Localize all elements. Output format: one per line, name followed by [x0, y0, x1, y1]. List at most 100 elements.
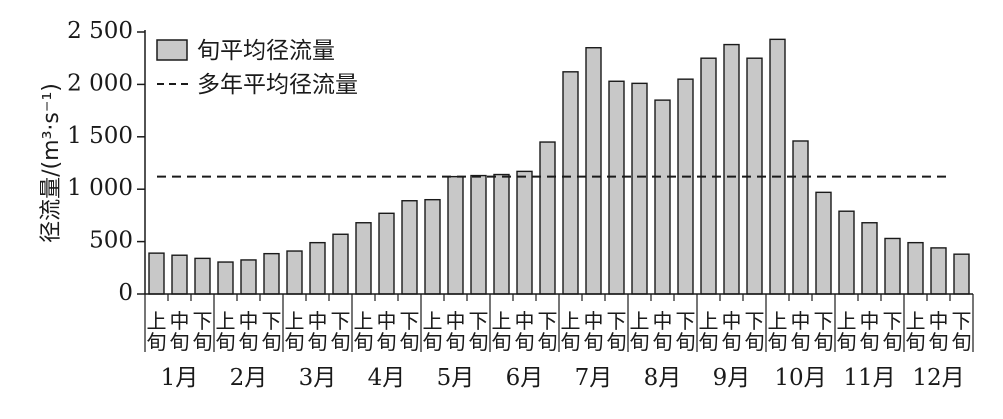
- bar-11: [378, 212, 395, 295]
- legend-bar-label: 旬平均径流量: [197, 38, 335, 64]
- dekad-label-top: 下: [607, 309, 627, 333]
- dekad-label-top: 中: [653, 309, 673, 333]
- dekad-label-bottom: 旬: [262, 330, 282, 354]
- dekad-label-bottom: 旬: [492, 330, 512, 354]
- bar-2: [171, 254, 188, 295]
- y-tick-label: 1 000: [67, 175, 133, 201]
- dekad-label-bottom: 旬: [515, 330, 535, 354]
- bar-1: [148, 252, 165, 295]
- legend: 旬平均径流量 多年平均径流量: [156, 38, 358, 98]
- y-tick-label: 2 000: [67, 70, 133, 96]
- bar-6: [263, 252, 280, 295]
- bar-13: [424, 198, 441, 295]
- legend-line-label: 多年平均径流量: [197, 72, 358, 98]
- dekad-label-top: 下: [883, 309, 903, 333]
- dekad-label-top: 上: [630, 309, 650, 333]
- dekad-label-top: 中: [584, 309, 604, 333]
- y-tick-label: 1 500: [67, 123, 133, 149]
- bar-5: [240, 259, 257, 295]
- dekad-label-top: 下: [262, 309, 282, 333]
- dekad-label-bottom: 旬: [653, 330, 673, 354]
- y-ticks-group: 0 500 1 000 1 500 2 000 2 500: [67, 18, 145, 306]
- dekad-label-top: 上: [699, 309, 719, 333]
- bar-23: [654, 99, 671, 295]
- bars-group: [148, 38, 970, 295]
- dekad-label-bottom: 旬: [561, 330, 581, 354]
- dekad-label-top: 中: [722, 309, 742, 333]
- dekad-label-bottom: 旬: [906, 330, 926, 354]
- dekad-label-bottom: 旬: [676, 330, 696, 354]
- dekad-label-bottom: 旬: [377, 330, 397, 354]
- month-label: 5月: [437, 365, 475, 391]
- month-label: 8月: [644, 365, 682, 391]
- bar-29: [792, 140, 809, 295]
- month-label: 9月: [713, 365, 751, 391]
- month-label: 4月: [368, 365, 406, 391]
- bar-4: [217, 261, 234, 295]
- dekad-label-bottom: 旬: [929, 330, 949, 354]
- dekad-label-bottom: 旬: [170, 330, 190, 354]
- bar-19: [562, 71, 579, 295]
- dekad-label-top: 中: [791, 309, 811, 333]
- month-label: 1月: [161, 365, 199, 391]
- y-tick-label: 2 500: [67, 18, 133, 44]
- dekad-label-top: 中: [929, 309, 949, 333]
- dekad-label-bottom: 旬: [147, 330, 167, 354]
- bar-26: [723, 43, 740, 295]
- dekad-label-top: 下: [400, 309, 420, 333]
- bar-17: [516, 170, 533, 295]
- dekad-label-top: 下: [814, 309, 834, 333]
- dekad-label-bottom: 旬: [952, 330, 972, 354]
- dekad-label-bottom: 旬: [400, 330, 420, 354]
- month-label: 2月: [230, 365, 268, 391]
- bar-15: [470, 174, 487, 295]
- dekad-label-top: 上: [561, 309, 581, 333]
- month-label: 7月: [575, 365, 613, 391]
- dekad-label-top: 下: [193, 309, 213, 333]
- bar-28: [769, 38, 786, 295]
- dekad-label-top: 中: [860, 309, 880, 333]
- dekad-label-top: 下: [538, 309, 558, 333]
- dekad-label-bottom: 旬: [239, 330, 259, 354]
- dekad-label-bottom: 旬: [285, 330, 305, 354]
- bar-30: [815, 191, 832, 295]
- dekad-label-bottom: 旬: [699, 330, 719, 354]
- dekad-label-top: 上: [354, 309, 374, 333]
- bar-3: [194, 257, 211, 295]
- bar-7: [286, 250, 303, 295]
- dekad-label-bottom: 旬: [860, 330, 880, 354]
- dekad-label-top: 下: [676, 309, 696, 333]
- dekad-label-top: 中: [308, 309, 328, 333]
- bar-14: [447, 175, 464, 295]
- y-axis-label: 径流量/(m³·s⁻¹): [39, 83, 64, 243]
- dekad-label-bottom: 旬: [883, 330, 903, 354]
- dekad-label-bottom: 旬: [538, 330, 558, 354]
- month-label: 10月: [774, 365, 826, 391]
- dekad-label-bottom: 旬: [630, 330, 650, 354]
- dekad-label-bottom: 旬: [193, 330, 213, 354]
- bar-35: [930, 247, 947, 295]
- bar-18: [539, 141, 556, 295]
- dekad-label-top: 下: [469, 309, 489, 333]
- bar-32: [861, 222, 878, 295]
- dekad-label-bottom: 旬: [469, 330, 489, 354]
- bar-24: [677, 78, 694, 295]
- dekad-label-bottom: 旬: [745, 330, 765, 354]
- dekad-label-top: 上: [147, 309, 167, 333]
- bar-34: [907, 241, 924, 295]
- dekad-label-bottom: 旬: [722, 330, 742, 354]
- dekad-label-bottom: 旬: [423, 330, 443, 354]
- dekad-label-top: 中: [377, 309, 397, 333]
- bar-31: [838, 210, 855, 295]
- dekad-label-top: 中: [446, 309, 466, 333]
- dekad-label-top: 上: [492, 309, 512, 333]
- dekad-label-bottom: 旬: [837, 330, 857, 354]
- month-label: 3月: [299, 365, 337, 391]
- bar-9: [332, 233, 349, 295]
- bar-21: [608, 80, 625, 295]
- dekad-label-bottom: 旬: [814, 330, 834, 354]
- bar-20: [585, 47, 602, 295]
- dekad-label-bottom: 旬: [791, 330, 811, 354]
- bar-16: [493, 173, 510, 295]
- bar-33: [884, 237, 901, 295]
